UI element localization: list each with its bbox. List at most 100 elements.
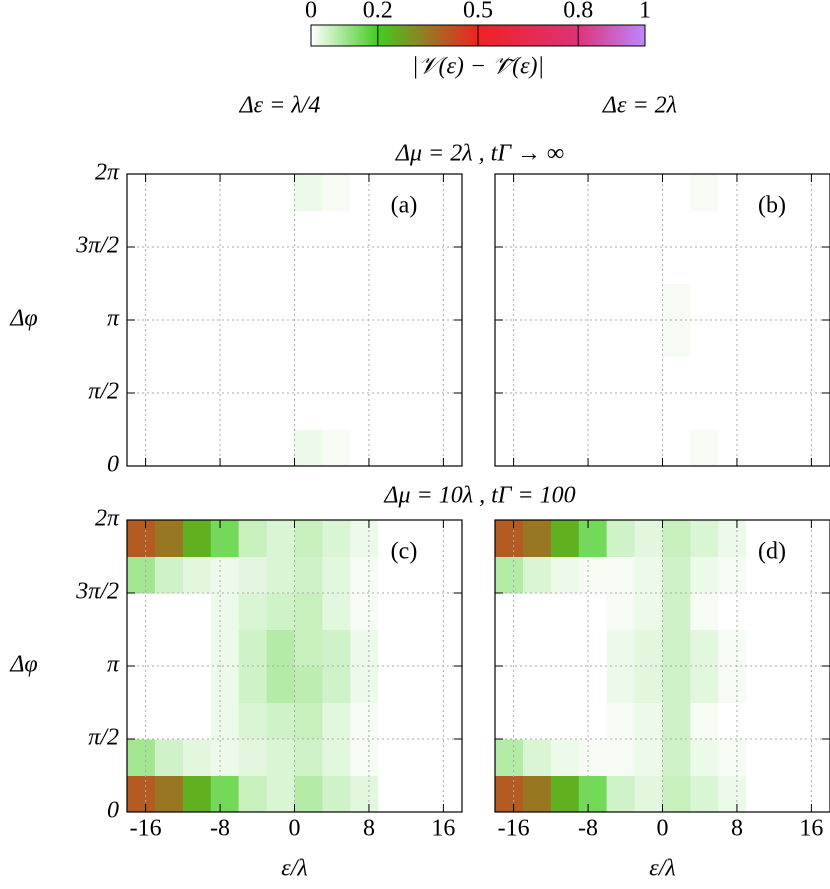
heat-cell bbox=[606, 210, 636, 248]
heat-cell bbox=[802, 356, 830, 394]
heat-cell bbox=[154, 593, 184, 630]
y-tick-label: π bbox=[107, 652, 120, 678]
heat-cell bbox=[634, 393, 663, 430]
heat-cell bbox=[550, 429, 580, 467]
heat-cell bbox=[578, 247, 608, 284]
heat-cell bbox=[154, 356, 184, 394]
column-title: Δε = λ/4 bbox=[239, 93, 321, 119]
heat-cell bbox=[802, 629, 830, 667]
heat-cell bbox=[578, 556, 608, 594]
heat-cell bbox=[127, 593, 156, 630]
heat-cell bbox=[350, 429, 379, 467]
heat-cell bbox=[154, 174, 184, 211]
heat-cell bbox=[322, 702, 351, 740]
heat-cell bbox=[210, 320, 240, 357]
heat-cell bbox=[294, 174, 323, 211]
heat-cell bbox=[606, 775, 636, 813]
x-tick-label: 8 bbox=[731, 816, 743, 842]
heat-cell bbox=[127, 174, 156, 211]
heat-cell bbox=[495, 702, 524, 740]
heat-cell bbox=[434, 283, 463, 321]
heat-cell bbox=[495, 356, 524, 394]
heat-cell bbox=[406, 320, 435, 357]
heat-cell bbox=[578, 775, 608, 813]
row-title: Δμ = 2λ , tΓ → ∞ bbox=[395, 141, 564, 167]
heat-cell bbox=[350, 520, 379, 557]
x-tick-label: -8 bbox=[578, 816, 598, 842]
heat-cell bbox=[746, 174, 775, 211]
heat-cell bbox=[434, 739, 463, 776]
heat-cell bbox=[662, 593, 691, 630]
heat-cell bbox=[210, 393, 240, 430]
heat-cell bbox=[606, 666, 636, 703]
heat-cell bbox=[578, 283, 608, 321]
heat-cell bbox=[294, 593, 323, 630]
heat-cell bbox=[802, 320, 830, 357]
heat-cell bbox=[238, 429, 268, 467]
heat-cell bbox=[182, 702, 212, 740]
panel-frame bbox=[494, 173, 830, 467]
heat-cell bbox=[495, 393, 524, 430]
heat-cell bbox=[406, 593, 435, 630]
heat-cell bbox=[606, 429, 636, 467]
heat-cell bbox=[434, 775, 463, 813]
heat-cell bbox=[718, 593, 747, 630]
y-tick-label: π/2 bbox=[88, 725, 119, 751]
heat-cell bbox=[294, 393, 323, 430]
heat-cell bbox=[322, 739, 351, 776]
y-tick-label: 2π bbox=[95, 506, 120, 532]
x-tick-label: 8 bbox=[363, 816, 375, 842]
heat-cell bbox=[266, 210, 295, 248]
heat-cell bbox=[634, 429, 663, 467]
heat-cell bbox=[495, 666, 524, 703]
heat-cell bbox=[266, 666, 295, 703]
heat-cell bbox=[550, 283, 580, 321]
heat-cell bbox=[522, 739, 552, 776]
heat-cell bbox=[522, 593, 552, 630]
heat-cell bbox=[322, 283, 351, 321]
heat-cell bbox=[294, 429, 323, 467]
heat-cell bbox=[634, 702, 663, 740]
heat-cell bbox=[550, 247, 580, 284]
heat-cell bbox=[378, 429, 407, 467]
heat-cell bbox=[606, 283, 636, 321]
heat-cell bbox=[774, 629, 803, 667]
heat-cell bbox=[294, 356, 323, 394]
heat-cell bbox=[774, 174, 803, 211]
heat-cell bbox=[746, 320, 775, 357]
x-tick-label: 0 bbox=[289, 816, 301, 842]
heat-cell bbox=[662, 739, 691, 776]
heat-cell bbox=[802, 429, 830, 467]
x-axis-label: ε/λ bbox=[281, 856, 308, 882]
heat-cell bbox=[746, 429, 775, 467]
heat-cell bbox=[774, 666, 803, 703]
heat-cell bbox=[266, 702, 295, 740]
heat-cell bbox=[550, 775, 580, 813]
heat-cell bbox=[802, 283, 830, 321]
heat-cell bbox=[294, 556, 323, 594]
heat-cell bbox=[266, 174, 295, 211]
x-tick-label: 16 bbox=[799, 816, 823, 842]
column-title: Δε = 2λ bbox=[602, 93, 677, 119]
heat-cell bbox=[550, 320, 580, 357]
heat-cell bbox=[802, 702, 830, 740]
heat-cell bbox=[634, 593, 663, 630]
heat-cell bbox=[634, 520, 663, 557]
heat-cell bbox=[495, 320, 524, 357]
heat-cell bbox=[406, 629, 435, 667]
heat-cell bbox=[266, 520, 295, 557]
heat-cell bbox=[378, 666, 407, 703]
heat-cell bbox=[350, 775, 379, 813]
heat-cell bbox=[634, 666, 663, 703]
x-tick-label: -16 bbox=[130, 816, 162, 842]
panel-frame bbox=[126, 173, 463, 467]
heat-cell bbox=[746, 739, 775, 776]
heat-cell bbox=[606, 320, 636, 357]
heat-cell bbox=[718, 666, 747, 703]
heat-cell bbox=[550, 739, 580, 776]
heat-cell bbox=[406, 775, 435, 813]
y-tick-label: 0 bbox=[107, 798, 119, 824]
heat-cell bbox=[746, 556, 775, 594]
heat-cell bbox=[378, 556, 407, 594]
heat-cell bbox=[746, 393, 775, 430]
